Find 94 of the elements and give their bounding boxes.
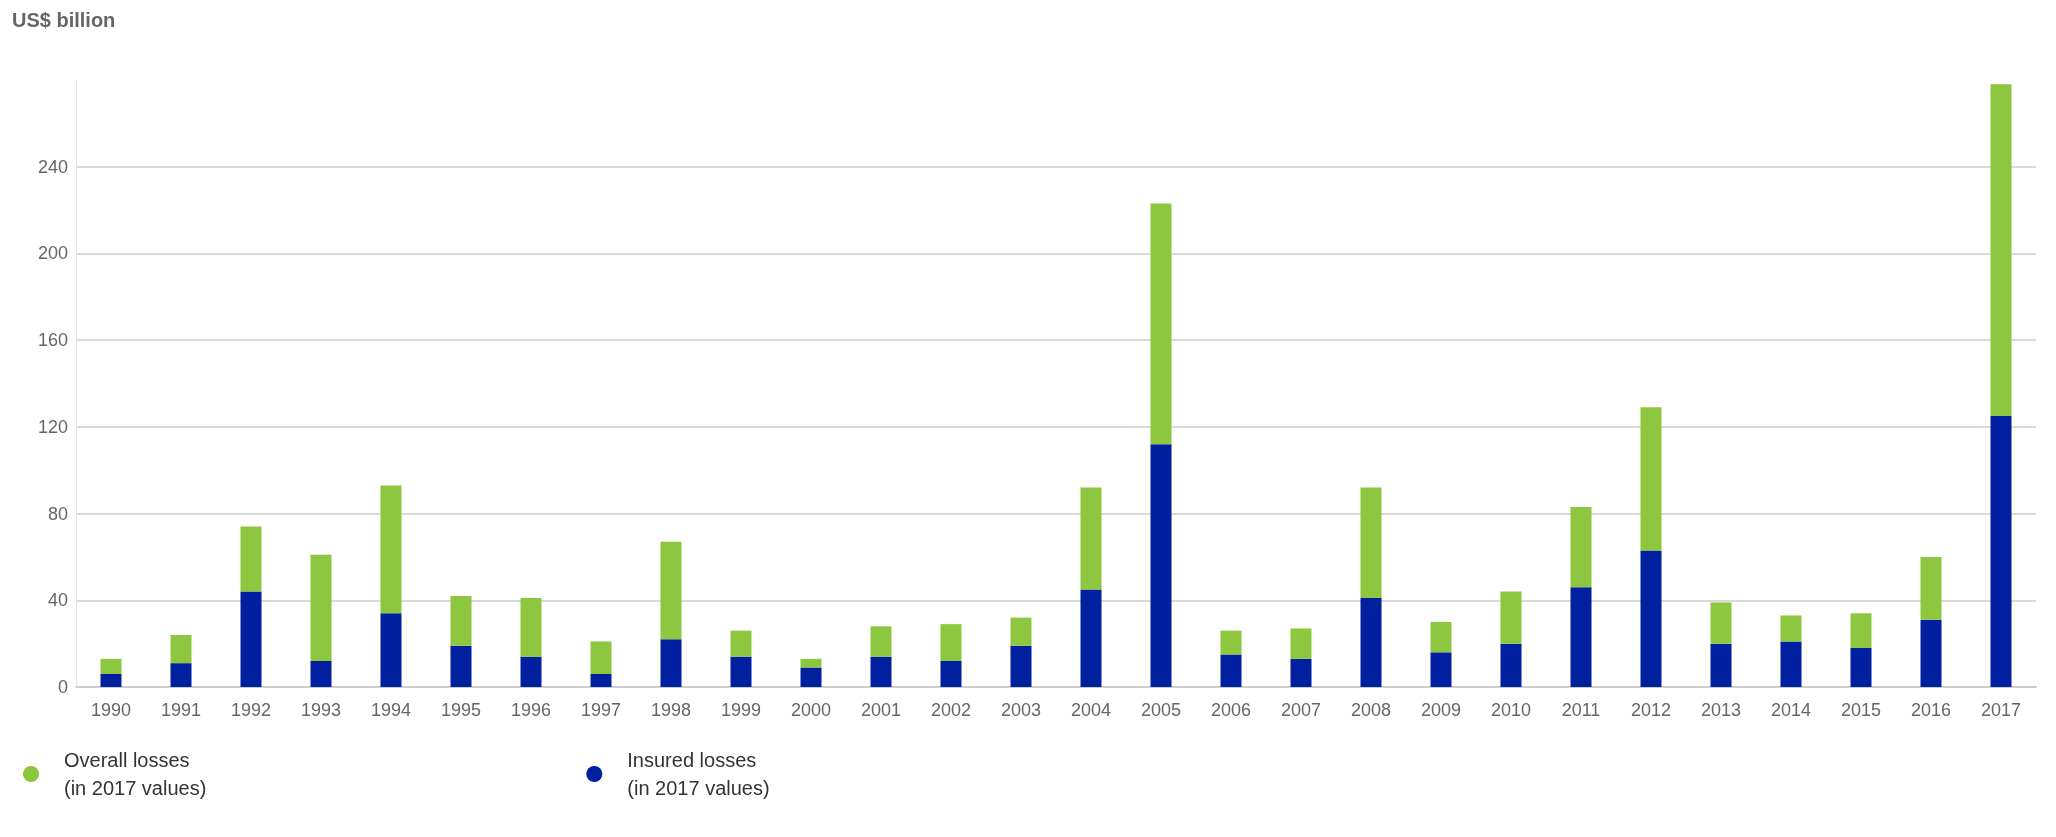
bar [870,626,892,657]
bar [1500,591,1522,644]
bar [1360,598,1382,687]
bar [1570,587,1592,687]
bar [1290,658,1312,687]
bar [1990,416,2012,687]
x-tick-label: 2017 [1980,700,2022,720]
x-tick-label: 2009 [1420,700,1462,720]
y-axis-title: US$ billion [12,9,116,31]
x-tick-label: 2004 [1070,700,1112,720]
x-tick-label: 2016 [1910,700,1952,720]
x-tick-label: 2012 [1630,700,1672,720]
bar [1010,645,1032,687]
bar [1220,630,1242,655]
x-tick-label: 1994 [370,700,412,720]
bar [940,624,962,661]
x-tick-label: 2005 [1140,700,1182,720]
x-tick-label: 2000 [790,700,832,720]
x-tick-label: 2013 [1700,700,1742,720]
bar [380,613,402,687]
bar [1640,550,1662,687]
bar [520,598,542,657]
bar [1920,619,1942,687]
legend-label: Insured losses (in 2017 values) [627,749,770,799]
x-tick-label: 1995 [440,700,482,720]
bar [1640,407,1662,551]
bar [1850,647,1872,687]
bar [1780,615,1802,642]
y-tick-label: 80 [47,503,68,524]
bar [1920,556,1942,620]
bar [660,639,682,687]
bar [1360,487,1382,599]
x-tick-label: 2010 [1490,700,1532,720]
bar [1430,621,1452,653]
bar [170,634,192,664]
bar [380,485,402,614]
y-tick-label: 160 [37,330,68,351]
bar [870,656,892,687]
bar [1500,643,1522,687]
x-tick-label: 1993 [300,700,342,720]
bar [800,667,822,687]
x-tick-label: 2003 [1000,700,1042,720]
x-tick-label: 2008 [1350,700,1392,720]
y-tick-label: 120 [37,416,68,437]
bar [590,641,612,674]
x-tick-label: 1999 [720,700,762,720]
x-tick-label: 2011 [1561,700,1601,720]
x-tick-label: 2006 [1210,700,1252,720]
x-tick-label: 1998 [650,700,692,720]
bar [730,630,752,657]
bar [800,658,822,668]
x-tick-label: 1991 [160,700,202,720]
bar [450,595,472,646]
bar [1080,589,1102,687]
bar [450,645,472,687]
bar [1010,617,1032,646]
x-tick-label: 2002 [930,700,972,720]
bar [590,673,612,687]
bar [240,526,262,592]
bar [310,660,332,687]
bar [310,554,332,661]
y-tick-label: 240 [37,156,68,177]
bar [240,591,262,687]
y-tick-label: 200 [37,243,68,264]
bar [170,663,192,687]
bar [1570,507,1592,588]
bar [1150,203,1172,445]
legend-label: Overall losses (in 2017 values) [64,749,207,799]
bar [1220,654,1242,687]
bar [520,656,542,687]
bar [940,660,962,687]
y-tick-label: 40 [47,590,68,611]
bar [730,656,752,687]
x-tick-label: 2007 [1280,700,1322,720]
x-tick-label: 2001 [860,700,902,720]
x-tick-label: 1990 [90,700,132,720]
x-tick-label: 2014 [1770,700,1812,720]
y-tick-label: 0 [57,677,68,697]
bar [1780,641,1802,687]
bar [1150,444,1172,687]
bar [1430,652,1452,687]
bar [100,673,122,687]
bar [1710,602,1732,644]
x-tick-label: 1996 [510,700,552,720]
x-tick-label: 1992 [230,700,272,720]
bar [1710,643,1732,687]
bar [660,541,682,640]
bar [1850,613,1872,648]
bar [1990,84,2012,417]
x-tick-label: 2015 [1840,700,1882,720]
bar [100,658,122,674]
x-tick-label: 1997 [580,700,622,720]
bar [1290,628,1312,659]
bar [1080,487,1102,590]
